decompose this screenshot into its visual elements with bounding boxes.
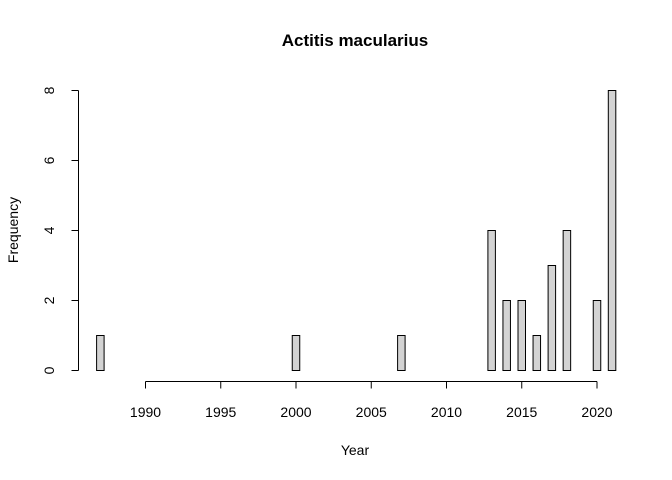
y-axis: 0 2 4 6 8 xyxy=(41,86,79,374)
x-axis-label: Year xyxy=(341,442,370,458)
y-axis-label: Frequency xyxy=(5,197,21,263)
bar-2017 xyxy=(547,265,557,371)
bar-2020 xyxy=(592,300,602,371)
x-tick-label: 2000 xyxy=(280,404,311,420)
bar-2000 xyxy=(291,335,301,371)
bar-2016 xyxy=(532,335,542,371)
bar-2018 xyxy=(562,230,572,371)
bar-2007 xyxy=(397,335,406,371)
x-tick-label: 1990 xyxy=(130,404,161,420)
bar-2015 xyxy=(517,300,526,371)
y-tick-label: 2 xyxy=(41,296,57,304)
y-tick-label: 6 xyxy=(41,156,57,164)
x-tick-label: 2015 xyxy=(506,404,537,420)
bars-group xyxy=(96,90,617,371)
y-tick-label: 8 xyxy=(41,86,57,94)
bar-2013 xyxy=(487,230,496,371)
bar-1987 xyxy=(96,335,105,371)
x-axis: 1990 1995 2000 2005 2010 2015 2020 xyxy=(130,381,613,420)
x-tick-label: 1995 xyxy=(205,404,236,420)
y-tick-label: 4 xyxy=(41,226,57,234)
bar-2021 xyxy=(607,90,617,371)
bar-2014 xyxy=(502,300,511,371)
x-tick-label: 2010 xyxy=(431,404,462,420)
x-tick-label: 2005 xyxy=(356,404,387,420)
chart-title: Actitis macularius xyxy=(282,31,428,50)
x-tick-label: 2020 xyxy=(581,404,612,420)
y-tick-label: 0 xyxy=(41,366,57,374)
